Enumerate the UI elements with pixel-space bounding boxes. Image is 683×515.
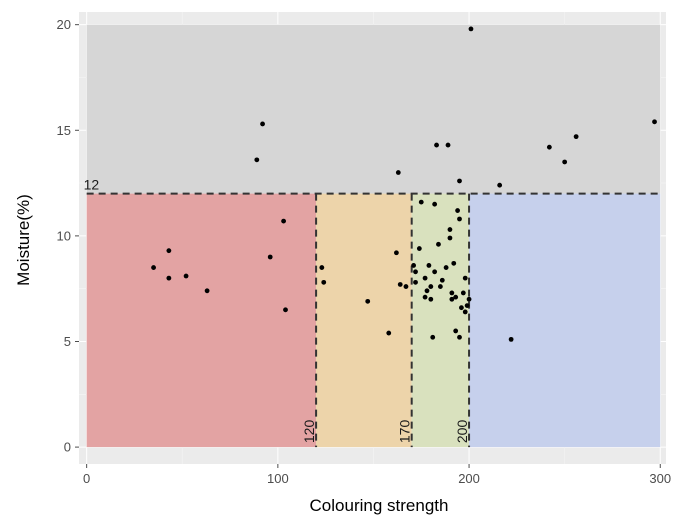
data-point (437, 284, 443, 289)
data-point (652, 119, 657, 125)
data-point (508, 336, 514, 342)
data-point (573, 134, 579, 140)
data-point (422, 294, 428, 300)
data-point (439, 277, 445, 283)
data-point (424, 288, 430, 294)
data-point (204, 288, 210, 294)
data-point (166, 275, 172, 281)
data-point (468, 26, 474, 32)
y-axis-title: Moisture(%) (14, 194, 33, 286)
y-tick-label: 10 (57, 228, 71, 243)
data-point (432, 269, 438, 275)
data-point (466, 296, 472, 302)
data-point (428, 296, 434, 302)
data-point (422, 275, 428, 281)
data-point (443, 265, 449, 270)
data-point (453, 294, 459, 300)
region-rect (86, 24, 661, 194)
vertical-label-120: 120 (301, 420, 317, 444)
data-point (365, 298, 371, 304)
data-points (151, 26, 657, 342)
data-point (436, 241, 441, 247)
data-point (319, 265, 325, 270)
data-point (460, 290, 466, 296)
data-point (267, 254, 273, 260)
data-point (546, 144, 552, 150)
data-point (459, 305, 464, 311)
data-point (166, 248, 172, 254)
y-tick-label: 20 (57, 17, 71, 32)
threshold-label-12: 12 (84, 177, 100, 193)
data-point (447, 227, 453, 232)
vertical-label-200: 200 (454, 420, 470, 444)
data-point (281, 218, 286, 224)
x-tick-label: 200 (458, 471, 480, 486)
data-point (260, 121, 265, 127)
y-tick-label: 0 (64, 440, 71, 455)
data-point (434, 142, 439, 148)
data-point (455, 208, 460, 213)
zone-labels: 12 120 170 200 (84, 177, 470, 443)
data-point (413, 279, 418, 285)
data-point (432, 201, 438, 207)
region-rect (316, 193, 412, 448)
region-rect (86, 193, 317, 448)
data-point (397, 282, 403, 287)
x-tick-label: 100 (267, 471, 289, 486)
data-point (183, 273, 189, 279)
data-point (394, 250, 399, 256)
data-point (457, 178, 462, 184)
x-axis-ticks: 0 100 200 300 (83, 464, 671, 486)
data-point (411, 263, 417, 268)
data-point (413, 269, 418, 275)
data-point (403, 284, 409, 289)
data-point (418, 199, 424, 205)
region-rect (411, 193, 470, 448)
data-point (464, 303, 470, 308)
data-point (451, 260, 457, 266)
data-point (457, 216, 462, 222)
data-point (449, 290, 455, 296)
y-tick-label: 15 (57, 123, 71, 138)
x-tick-label: 0 (83, 471, 90, 486)
data-point (562, 159, 568, 165)
x-tick-label: 300 (649, 471, 671, 486)
data-point (462, 275, 468, 281)
y-tick-label: 5 (64, 334, 71, 349)
data-point (386, 330, 392, 336)
y-axis-ticks: 0 5 10 15 20 (57, 17, 79, 455)
data-point (447, 235, 453, 241)
vertical-label-170: 170 (397, 420, 413, 444)
region-rect (469, 193, 661, 448)
data-point (445, 142, 451, 148)
region-fills (86, 24, 661, 448)
data-point (449, 296, 455, 302)
data-point (428, 284, 434, 289)
data-point (430, 334, 436, 340)
data-point (395, 170, 401, 175)
data-point (254, 157, 260, 163)
data-point (321, 279, 327, 285)
data-point (151, 265, 156, 270)
data-point (426, 263, 432, 268)
data-point (462, 309, 468, 315)
data-point (453, 328, 459, 334)
threshold-lines (86, 192, 661, 448)
data-point (457, 334, 462, 340)
data-point (283, 307, 288, 313)
data-point (497, 182, 503, 188)
x-axis-title: Colouring strength (310, 496, 449, 515)
data-point (416, 246, 422, 251)
